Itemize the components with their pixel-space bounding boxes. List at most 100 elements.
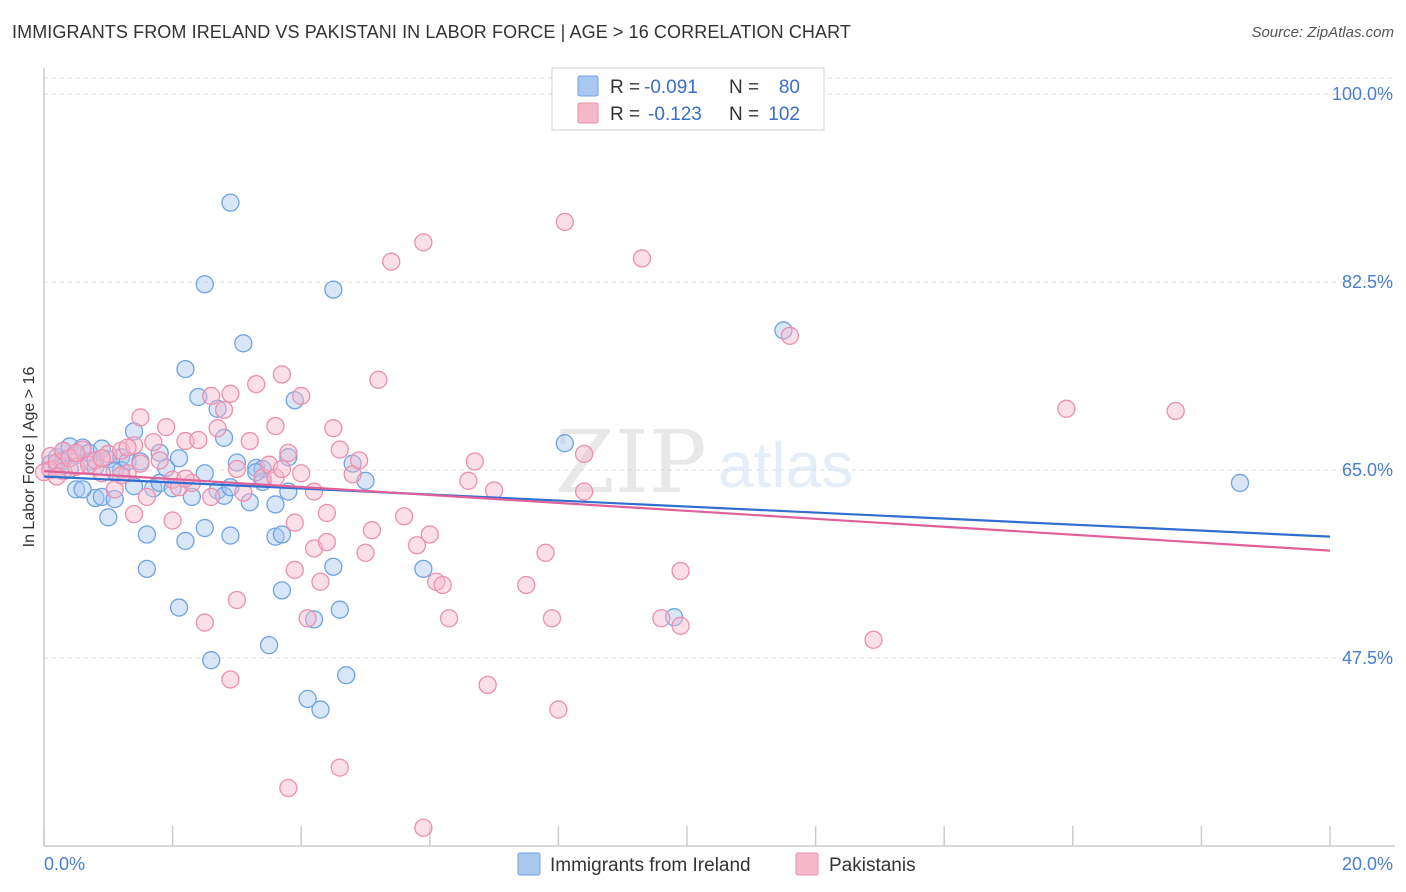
point-ireland (195, 518, 214, 538)
point-pakistani (208, 419, 227, 438)
point-pakistani (549, 700, 568, 719)
point-pakistani (144, 432, 163, 452)
point-pakistani (330, 758, 349, 777)
point-pakistani (304, 482, 324, 501)
point-pakistani (202, 487, 221, 507)
point-ireland (330, 600, 349, 619)
point-ireland (169, 449, 189, 468)
point-pakistani (330, 440, 349, 459)
point-ireland (137, 525, 157, 544)
point-pakistani (195, 613, 214, 632)
point-ireland (169, 598, 189, 617)
point-ireland (311, 700, 330, 719)
point-pakistani (221, 670, 240, 689)
legend: R = -0.091 N = 80 R = -0.123 N = 102 (551, 67, 825, 131)
point-ireland (189, 387, 208, 407)
point-ireland (86, 488, 105, 508)
point-pakistani (285, 513, 304, 532)
point-pakistani (118, 438, 137, 457)
point-ireland (202, 651, 221, 670)
point-pakistani (478, 675, 497, 695)
point-pakistani (414, 818, 433, 837)
point-ireland (195, 275, 214, 294)
point-pakistani (202, 386, 221, 406)
watermark: ZIP atlas (555, 413, 853, 513)
point-pakistani (780, 326, 800, 345)
point-ireland (324, 557, 343, 576)
point-ireland (272, 581, 292, 600)
bottom-legend-label-ireland: Immigrants from Ireland (550, 855, 751, 876)
point-ireland (73, 480, 92, 499)
point-ireland (176, 359, 195, 379)
series-pakistanis (34, 212, 1185, 837)
legend-n-label-1: N = (729, 77, 759, 98)
point-ireland (234, 334, 253, 353)
point-ireland (214, 428, 234, 447)
x-tick-label-min: 0.0% (44, 854, 85, 874)
point-pakistani (240, 431, 259, 451)
point-pakistani (349, 451, 369, 470)
x-ticks (43, 826, 1331, 846)
point-ireland (272, 525, 292, 544)
series-immigrants-from-ireland (41, 193, 1250, 719)
legend-swatch-ireland (577, 75, 599, 97)
point-ireland (555, 434, 574, 453)
point-ireland (266, 495, 285, 514)
point-pakistani (279, 443, 298, 463)
point-pakistani (542, 609, 562, 628)
point-pakistani (362, 521, 382, 540)
point-ireland (259, 635, 279, 655)
point-pakistani (574, 482, 594, 501)
point-pakistani (292, 464, 311, 483)
legend-n-label-2: N = (729, 104, 759, 125)
point-pakistani (439, 609, 459, 628)
point-pakistani (189, 430, 208, 450)
point-ireland (137, 559, 157, 579)
point-pakistani (555, 212, 574, 232)
y-tick-label: 82.5% (1342, 272, 1393, 292)
point-pakistani (92, 449, 112, 468)
point-ireland (221, 526, 240, 545)
axes (43, 68, 1395, 847)
point-pakistani (369, 370, 388, 389)
point-pakistani (1166, 401, 1185, 421)
point-pakistani (652, 609, 671, 628)
point-ireland (182, 487, 202, 507)
point-pakistani (356, 543, 375, 562)
point-pakistani (221, 384, 240, 403)
point-pakistani (671, 561, 690, 581)
point-ireland (99, 508, 118, 527)
point-pakistani (574, 444, 594, 464)
point-pakistani (163, 511, 182, 530)
point-pakistani (247, 374, 266, 394)
y-tick-label: 65.0% (1342, 460, 1393, 480)
point-pakistani (317, 532, 337, 552)
point-pakistani (285, 560, 304, 580)
point-ireland (337, 666, 356, 685)
point-ireland (176, 531, 195, 551)
point-pakistani (227, 590, 247, 610)
point-pakistani (414, 233, 433, 252)
point-ireland (67, 480, 86, 499)
point-pakistani (137, 487, 157, 507)
bottom-legend-label-pakistani: Pakistanis (829, 855, 916, 876)
point-ireland (240, 493, 259, 512)
chart-source: Source: ZipAtlas.com (1251, 24, 1394, 41)
point-pakistani (311, 572, 330, 591)
point-pakistani (864, 630, 883, 649)
legend-r-label-1: R = (610, 77, 640, 98)
bottom-legend: Immigrants from Ireland Pakistanis (517, 852, 916, 876)
point-pakistani (67, 443, 86, 463)
point-pakistani (324, 419, 343, 438)
chart-title: IMMIGRANTS FROM IRELAND VS PAKISTANI IN … (12, 22, 851, 42)
legend-swatch-pakistani (577, 102, 599, 124)
point-pakistani (317, 503, 337, 523)
bottom-legend-swatch-pakistani (795, 852, 819, 876)
point-ireland (150, 443, 169, 463)
point-pakistani (632, 249, 652, 268)
point-pakistani (292, 386, 311, 406)
legend-n-value-1: 80 (779, 77, 800, 98)
point-pakistani (131, 454, 150, 473)
x-tick-label-max: 20.0% (1342, 854, 1393, 874)
